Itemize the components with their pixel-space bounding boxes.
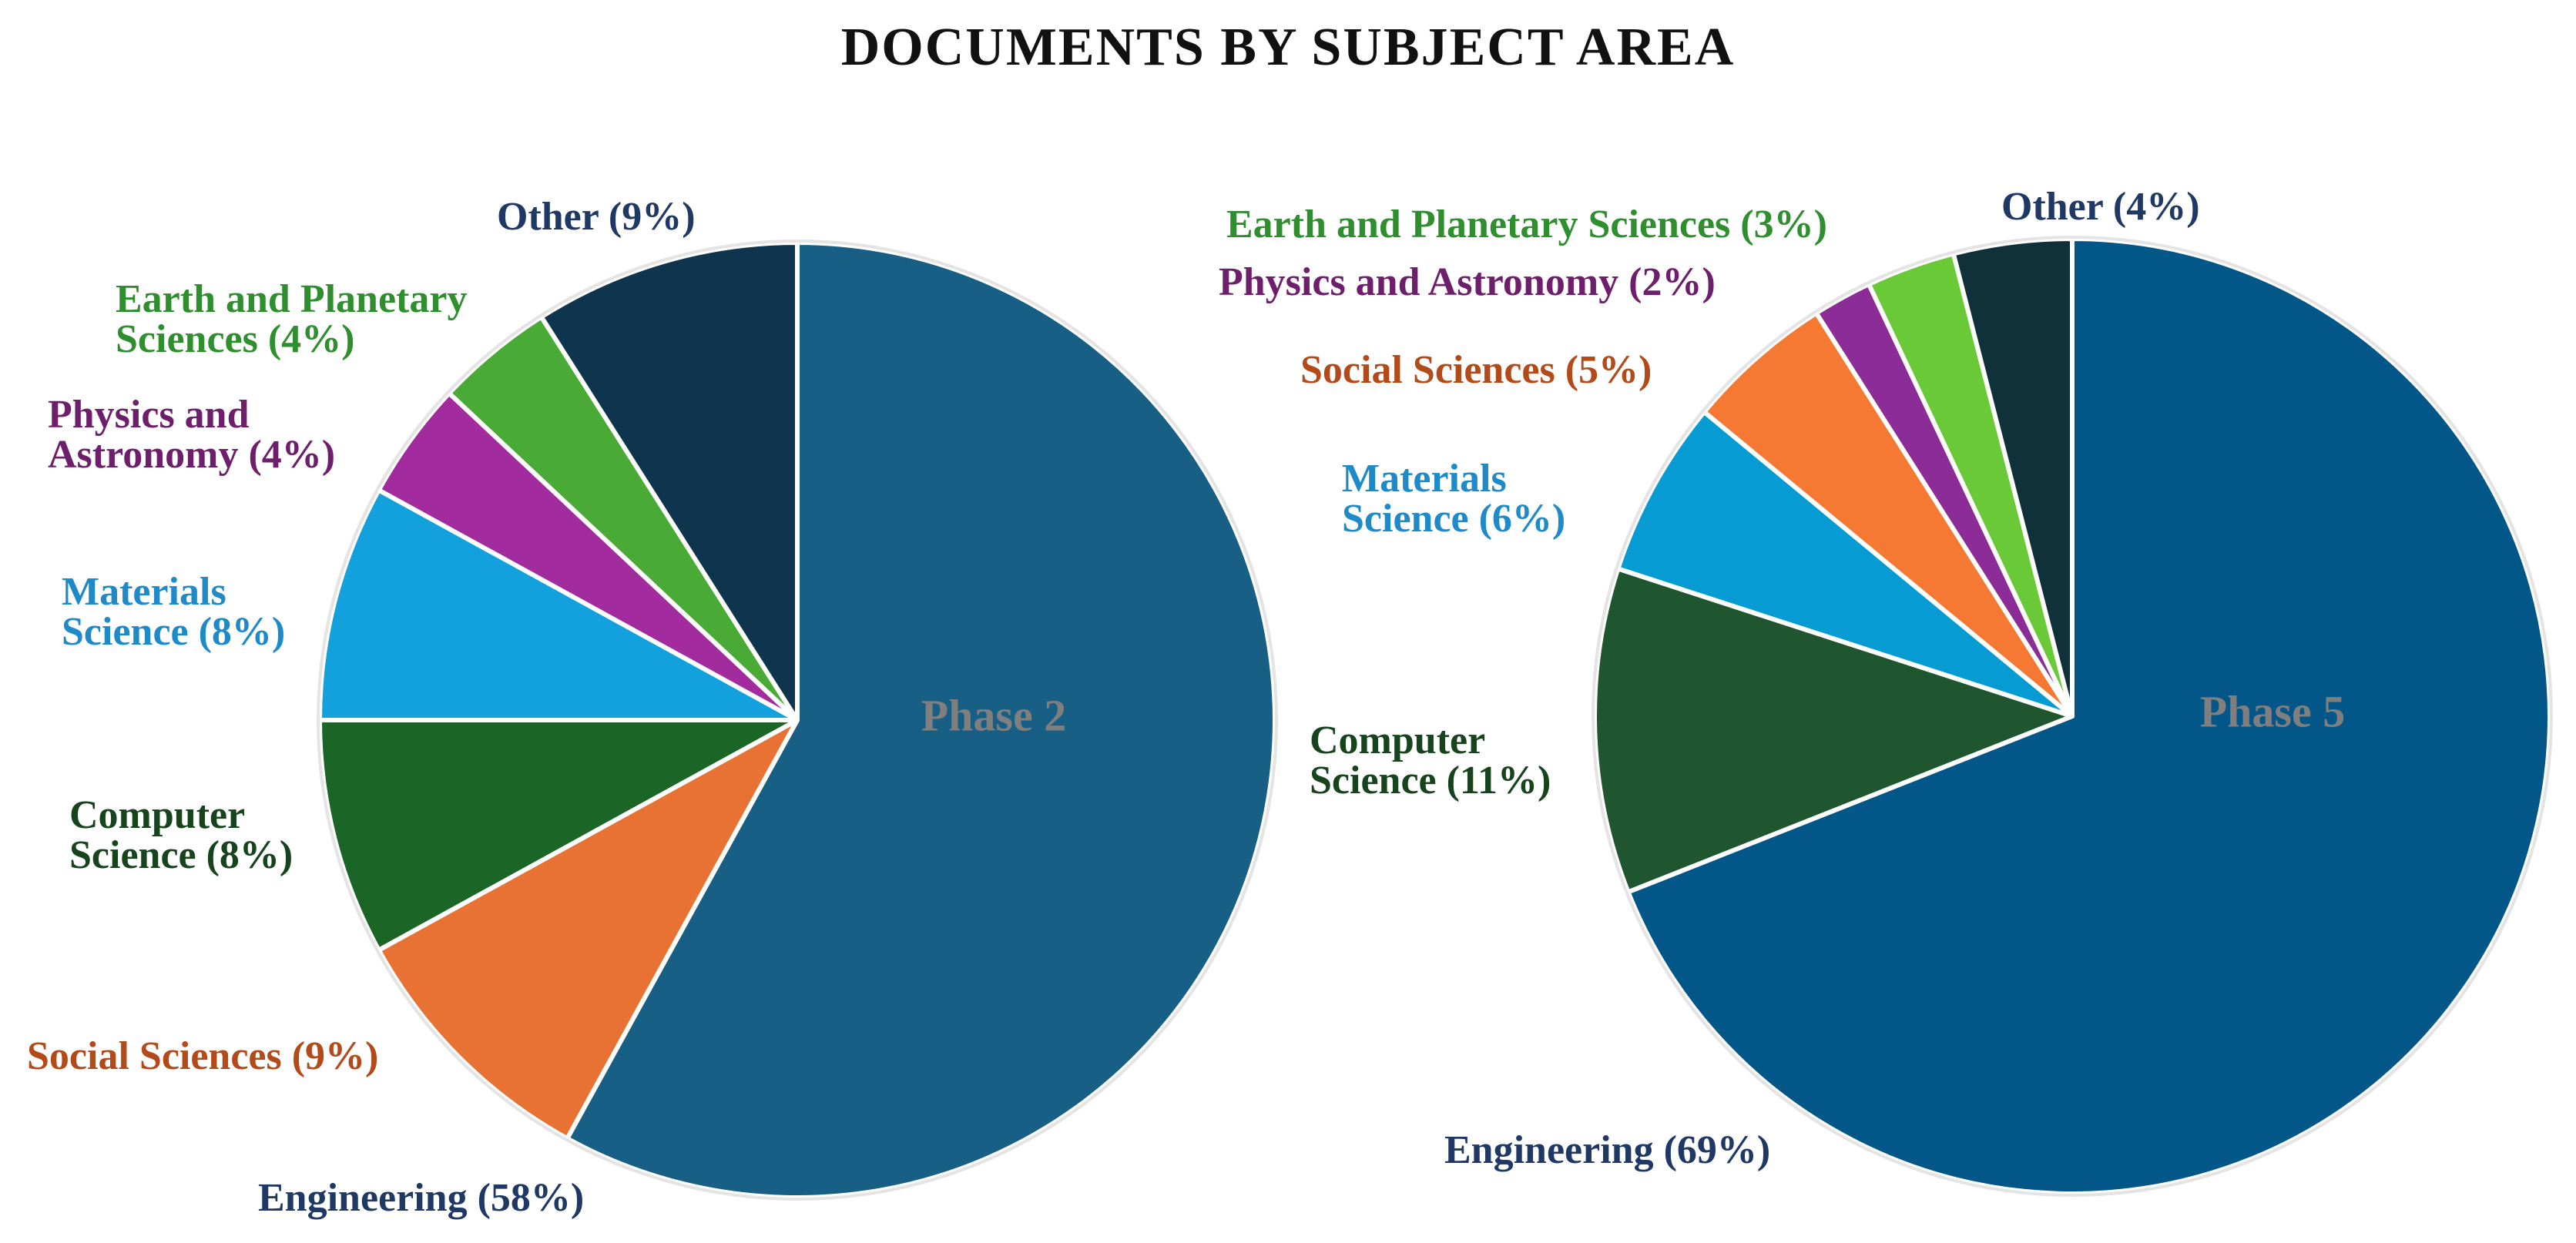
- pie-slice-computer-science: [1592, 566, 2075, 895]
- chart-title: DOCUMENTS BY SUBJECT AREA: [840, 18, 1736, 77]
- slice-label-materials-science: Materials Science (8%): [62, 570, 285, 654]
- slice-label-social-sciences: Social Sciences (5%): [1300, 348, 1652, 392]
- pie-center-label: Phase 2: [921, 690, 1067, 740]
- pie-chart-phase-2: Phase 2 Engineering (58%) Social Sciences …: [27, 195, 1278, 1220]
- pie-slice-other: [538, 240, 800, 722]
- pie-slice-materials-science: [317, 487, 800, 722]
- pie-chart-phase-5: Phase 5 Engineering (69%) Computer Science …: [1219, 185, 2553, 1197]
- pie-slice-materials-science: [1615, 409, 2075, 719]
- pie-slice-social-sciences: [1702, 310, 2075, 719]
- slice-label-earth-and-planetary-sciences: Earth and Planetary Sciences (4%): [116, 277, 467, 361]
- pie-slice-social-sciences: [376, 718, 800, 1141]
- pie-center-label: Phase 5: [2200, 686, 2346, 736]
- slice-label-earth-and-planetary-sciences: Earth and Planetary Sciences (3%): [1226, 203, 1827, 246]
- slice-label-materials-science: Materials Science (6%): [1342, 457, 1565, 541]
- pie-slice-computer-science: [317, 718, 800, 953]
- slice-label-engineering: Engineering (69%): [1444, 1128, 1770, 1172]
- slice-label-computer-science: Computer Science (11%): [1310, 719, 1551, 802]
- slice-label-physics-and-astronomy: Physics and Astronomy (4%): [48, 393, 335, 477]
- pie-slice-engineering: [1625, 236, 2552, 1196]
- slice-label-other: Other (9%): [497, 195, 696, 239]
- slice-label-computer-science: Computer Science (8%): [69, 793, 293, 877]
- slice-label-social-sciences: Social Sciences (9%): [27, 1034, 378, 1078]
- pie-outline: [1592, 236, 2553, 1197]
- pie-slice-engineering: [565, 240, 1277, 1200]
- slice-label-engineering: Engineering (58%): [258, 1176, 584, 1220]
- slice-label-other: Other (4%): [2001, 185, 2200, 229]
- pie-outline: [317, 240, 1278, 1201]
- pie-slice-other: [1950, 236, 2075, 719]
- slice-label-physics-and-astronomy: Physics and Astronomy (2%): [1219, 260, 1716, 304]
